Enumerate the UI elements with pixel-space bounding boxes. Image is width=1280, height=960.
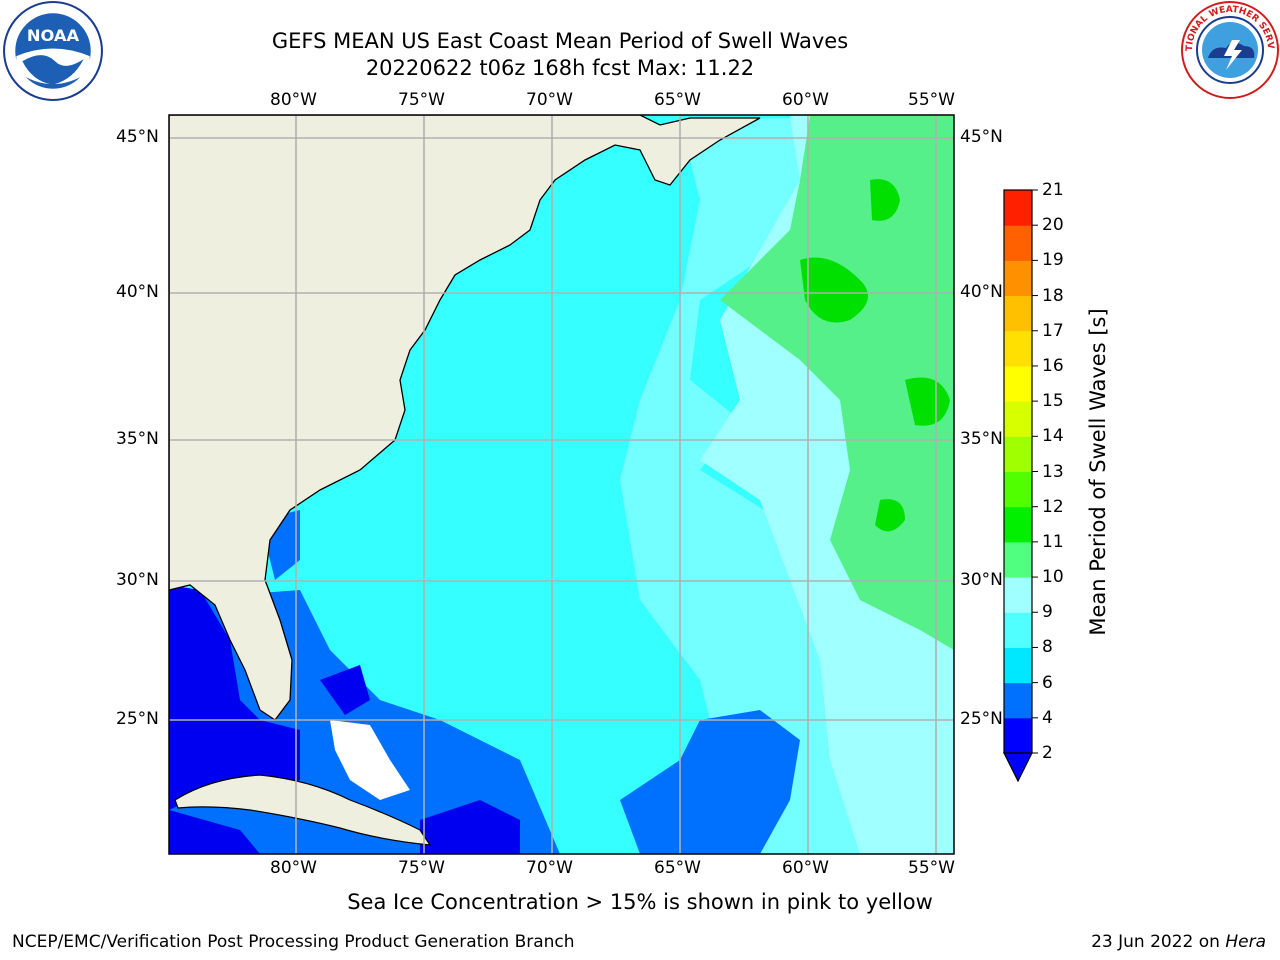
colorbar-extend-arrow	[1003, 752, 1033, 783]
colorbar-title: Mean Period of Swell Waves [s]	[1086, 308, 1110, 636]
sea-ice-note: Sea Ice Concentration > 15% is shown in …	[347, 890, 933, 914]
graticule	[169, 115, 954, 854]
nws-logo: NATIONAL WEATHER SERVICE	[1180, 0, 1279, 99]
lat-label-right: 40°N	[960, 282, 1003, 302]
colorbar-swatch	[1004, 225, 1032, 261]
lat-label-right: 25°N	[960, 709, 1003, 729]
noaa-logo: NOAA	[3, 1, 103, 101]
colorbar-swatch	[1004, 330, 1032, 367]
swell-region-2-4	[169, 585, 300, 810]
chart-subtitle: 20220622 t06z 168h fcst Max: 11.22	[365, 56, 755, 80]
lat-label-left: 30°N	[116, 570, 159, 590]
colorbar-tick-label: 17	[1042, 320, 1064, 341]
chart-title: GEFS MEAN US East Coast Mean Period of S…	[271, 29, 849, 53]
colorbar-tick-label: 9	[1042, 602, 1053, 623]
footer-date: 23 Jun 2022 on Hera	[1091, 932, 1266, 952]
colorbar-swatch	[1004, 401, 1032, 437]
lon-label-top: 80°W	[270, 90, 317, 110]
colorbar-swatch	[1004, 436, 1032, 472]
colorbar-swatch	[1004, 506, 1032, 543]
lon-label-bottom: 75°W	[398, 858, 445, 878]
swell-region-8-9	[620, 118, 900, 854]
colorbar-swatch	[1004, 577, 1032, 613]
lat-label-left: 45°N	[116, 127, 159, 147]
lon-label-top: 55°W	[908, 90, 955, 110]
cuba-land	[174, 774, 432, 846]
swell-region-4-6	[620, 710, 800, 854]
colorbar-swatch	[1004, 260, 1032, 297]
lat-label-left: 35°N	[116, 429, 159, 449]
colorbar-tick-label: 4	[1042, 707, 1053, 728]
lat-label-right: 45°N	[960, 127, 1003, 147]
colorbar-swatch	[1004, 682, 1032, 719]
lat-label-left: 40°N	[116, 282, 159, 302]
lon-label-top: 70°W	[526, 90, 573, 110]
lon-label-bottom: 65°W	[654, 858, 701, 878]
colorbar-tick-label: 8	[1042, 637, 1053, 658]
colorbar-swatch	[1004, 190, 1032, 226]
colorbar-tick-label: 10	[1042, 567, 1064, 588]
swell-region-2-4	[320, 665, 370, 715]
colorbar-tick-label: 20	[1042, 215, 1064, 236]
colorbar-swatch	[1004, 612, 1032, 648]
lon-label-top: 75°W	[398, 90, 445, 110]
colorbar-tick-label: 15	[1042, 391, 1064, 412]
swell-patch-11-12	[875, 499, 905, 532]
colorbar-swatch	[1004, 471, 1032, 508]
map-frame	[168, 114, 955, 855]
swell-patch-11-12	[870, 179, 900, 221]
colorbar-tick-label: 16	[1042, 355, 1064, 376]
colorbar-tick-label: 19	[1042, 250, 1064, 271]
footer-credit: NCEP/EMC/Verification Post Processing Pr…	[12, 932, 575, 952]
lon-label-bottom: 70°W	[526, 858, 573, 878]
swell-region-2-4	[420, 800, 520, 854]
lon-label-top: 65°W	[654, 90, 701, 110]
colorbar-swatch	[1004, 717, 1032, 754]
colorbar	[1003, 189, 1038, 783]
colorbar-swatch	[1004, 647, 1032, 684]
lon-label-bottom: 55°W	[908, 858, 955, 878]
colorbar-tick-label: 21	[1042, 180, 1064, 200]
lon-label-bottom: 60°W	[782, 858, 829, 878]
swell-patch-11-12	[800, 257, 868, 323]
colorbar-swatch	[1004, 295, 1032, 332]
lon-label-bottom: 80°W	[270, 858, 317, 878]
colorbar-tick-label: 12	[1042, 496, 1064, 517]
lat-label-right: 35°N	[960, 429, 1003, 449]
colorbar-tick-label: 11	[1042, 531, 1064, 552]
colorbar-tick-label: 6	[1042, 672, 1053, 693]
swell-patch-11-12	[905, 377, 950, 426]
footer-machine: Hera	[1225, 932, 1266, 952]
colorbar-swatch	[1004, 365, 1032, 402]
colorbar-tick-label: 13	[1042, 461, 1064, 482]
lon-label-top: 60°W	[782, 90, 829, 110]
map-area	[169, 115, 954, 854]
swell-region-2-4	[169, 810, 260, 854]
colorbar-tick-label: 2	[1042, 743, 1053, 763]
colorbar-tick-label: 18	[1042, 285, 1064, 306]
colorbar-tick-label: 14	[1042, 426, 1064, 447]
svg-text:NOAA: NOAA	[27, 26, 80, 45]
colorbar-swatch	[1004, 541, 1032, 578]
bahamas-mask	[330, 720, 410, 800]
footer-date-text: 23 Jun 2022 on	[1091, 932, 1226, 952]
lat-label-right: 30°N	[960, 570, 1003, 590]
lat-label-left: 25°N	[116, 709, 159, 729]
